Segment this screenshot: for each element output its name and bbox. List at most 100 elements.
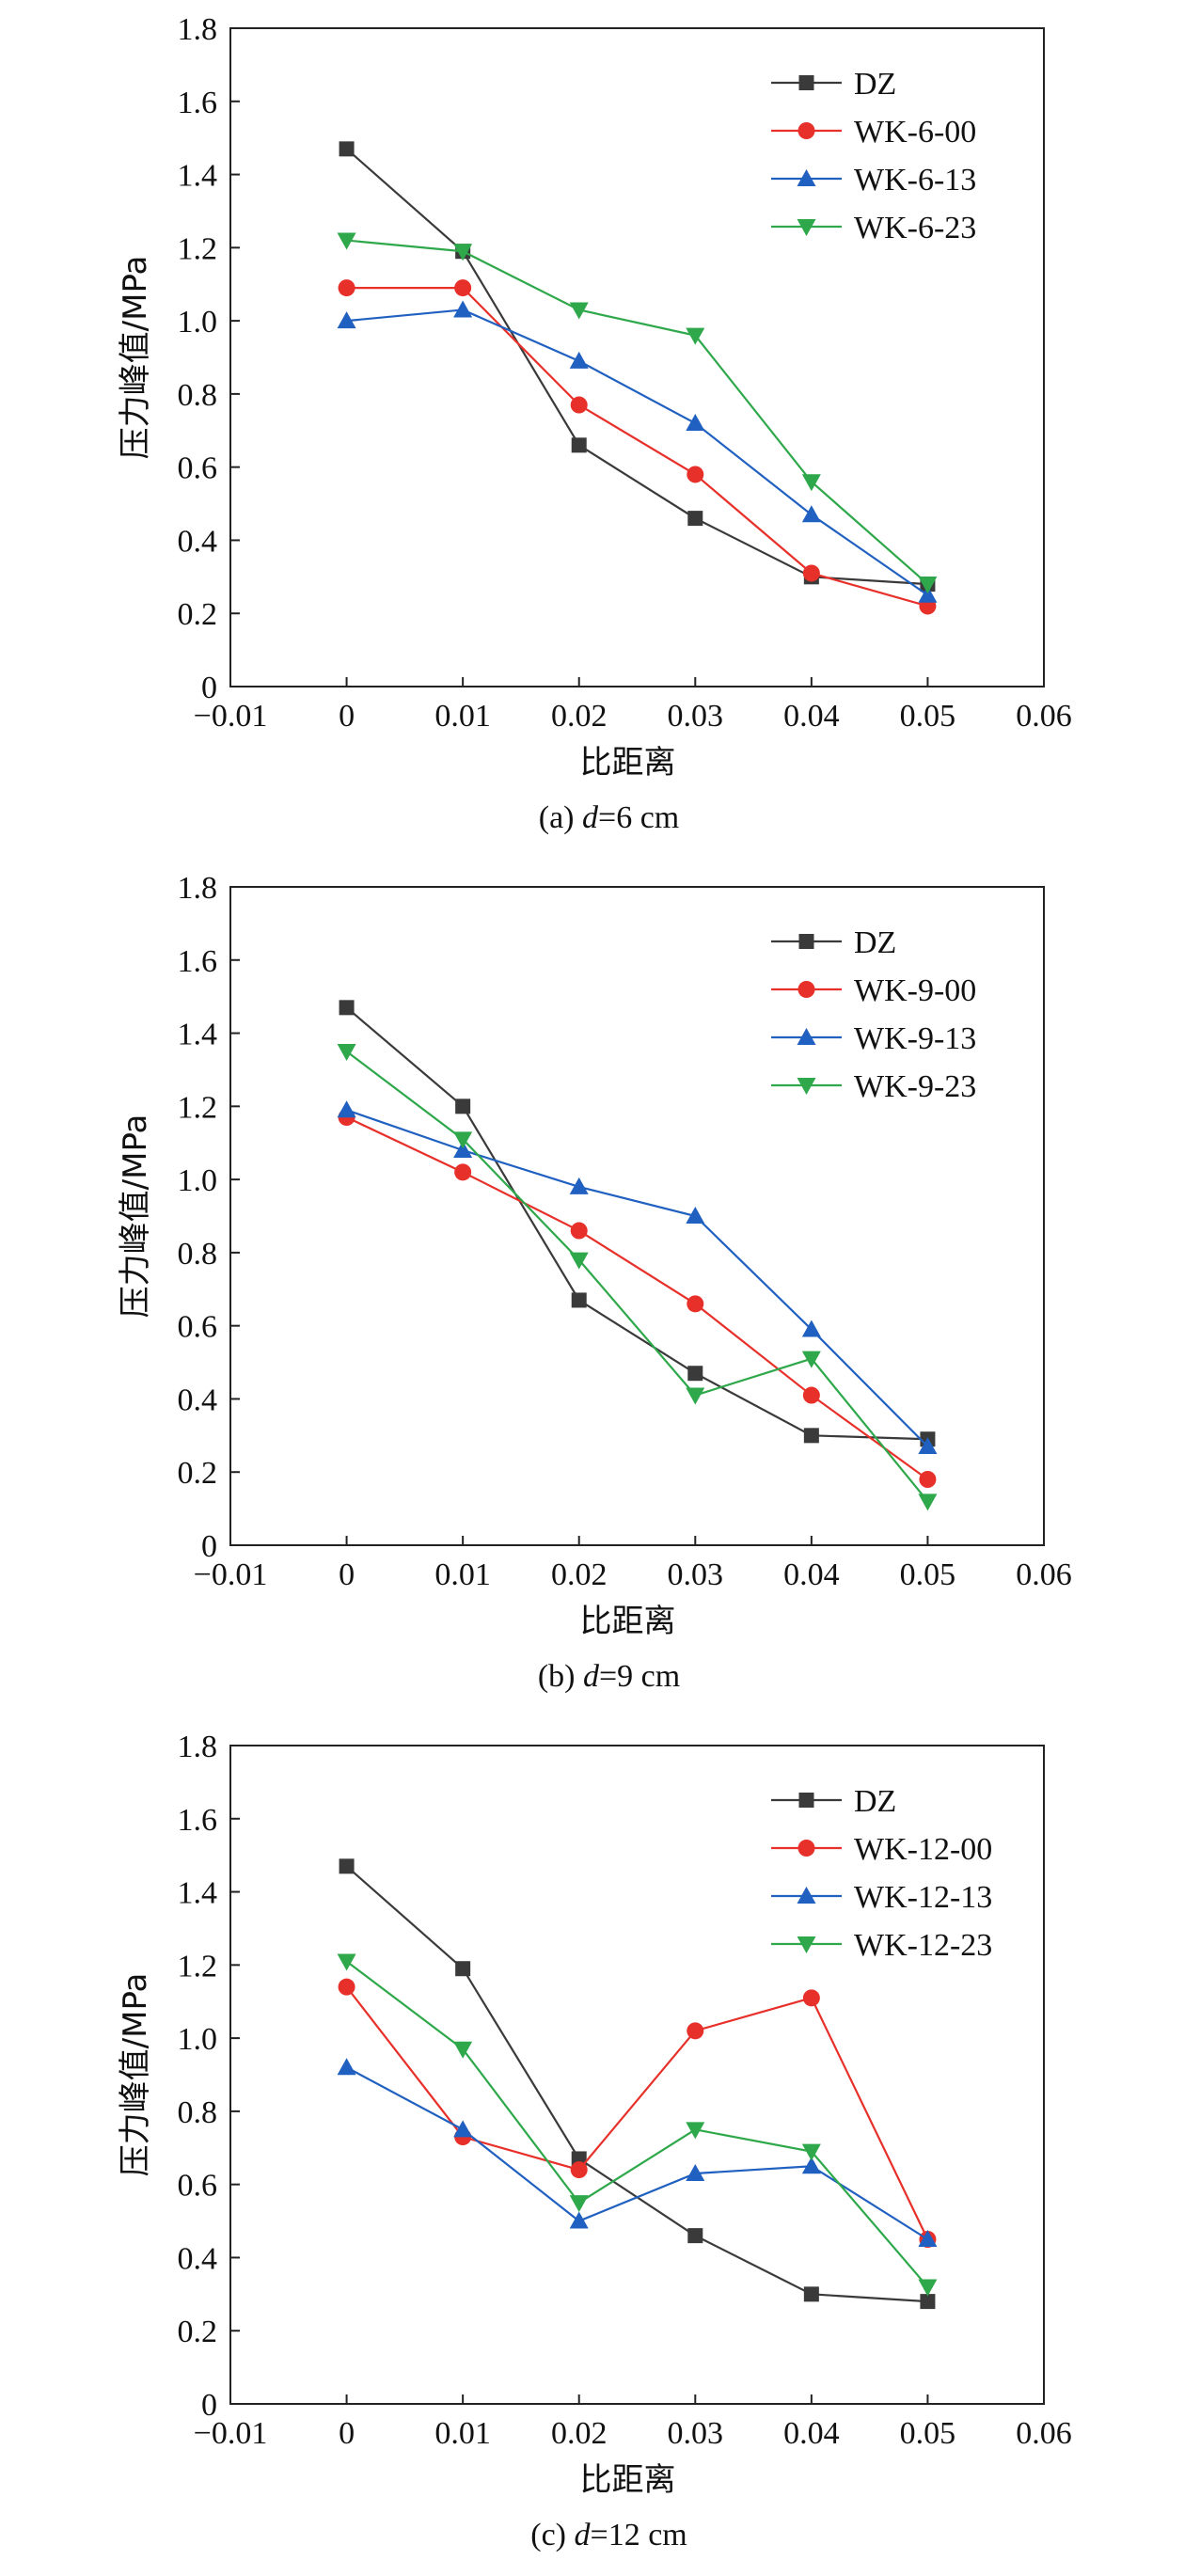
legend-marker <box>797 122 815 139</box>
legend-marker <box>797 1078 816 1095</box>
data-point <box>569 1252 589 1270</box>
series-line <box>346 1116 929 1480</box>
legend-label: WK-9-23 <box>854 1069 976 1104</box>
data-point <box>686 2122 705 2140</box>
data-point <box>569 1177 589 1194</box>
x-tick-label: 0.01 <box>434 699 491 734</box>
y-axis-label: 压力峰值/MPa <box>117 256 154 460</box>
caption-variable: d <box>575 2518 592 2552</box>
data-point <box>918 585 938 603</box>
data-point <box>455 1961 471 1977</box>
plot-frame <box>229 886 1045 1546</box>
legend-label: WK-6-23 <box>854 211 976 245</box>
y-tick-label: 1.0 <box>178 2022 218 2057</box>
y-tick-label: 1.2 <box>178 1090 218 1125</box>
x-axis-label: 比距离 <box>580 2461 676 2499</box>
data-point <box>337 2058 356 2076</box>
data-point <box>686 2164 705 2181</box>
data-point <box>453 1141 473 1158</box>
x-tick-label: 0.06 <box>1016 2416 1072 2451</box>
y-tick-label: 0.4 <box>178 1383 218 1417</box>
data-point <box>337 1044 356 1061</box>
legend-label: WK-6-13 <box>854 163 976 198</box>
data-point <box>687 2022 704 2040</box>
data-point <box>686 414 705 431</box>
data-point <box>801 2157 821 2174</box>
y-tick-label: 1.8 <box>178 1730 218 1764</box>
caption-prefix: (a) <box>539 800 582 835</box>
data-point <box>569 2211 589 2229</box>
y-tick-label: 1.6 <box>178 86 218 120</box>
y-tick-label: 0.2 <box>178 2315 218 2349</box>
series-line <box>345 1051 929 1503</box>
x-tick-label: 0 <box>339 2416 355 2451</box>
data-point <box>570 2161 588 2179</box>
figure-caption: (a) d=6 cm <box>539 800 679 835</box>
y-tick-label: 1.4 <box>178 1876 218 1911</box>
x-tick-label: 0.05 <box>900 699 956 734</box>
y-tick-label: 0.8 <box>178 2095 218 2130</box>
figure-caption: (c) d=12 cm <box>530 2518 687 2552</box>
data-point <box>569 351 589 369</box>
series-line <box>346 287 928 608</box>
series-DZ <box>339 141 936 593</box>
data-point <box>337 1953 356 1971</box>
chart-svg: −0.01 0 0.01 0.02 0.03 0.04 0.05 0.0600.20.40.6… <box>117 871 1072 1694</box>
series-line <box>345 148 928 586</box>
x-tick-label: 0.06 <box>1016 699 1072 734</box>
legend-marker <box>798 934 814 949</box>
data-point <box>687 511 703 527</box>
series-line <box>345 1006 928 1441</box>
series-line <box>346 2066 929 2240</box>
data-point <box>687 1295 704 1313</box>
plot-frame <box>229 27 1045 687</box>
data-point <box>454 279 472 297</box>
caption-prefix: (b) <box>538 1659 583 1694</box>
series-WK-9-00 <box>338 1109 937 1488</box>
series-WK-12-00 <box>338 1978 937 2248</box>
chart-svg: −0.01 0 0.01 0.02 0.03 0.04 0.05 0.0600.20.40.6… <box>117 12 1072 835</box>
caption-suffix: =9 cm <box>599 1659 680 1694</box>
series-WK-9-23 <box>337 1044 938 1511</box>
x-tick-label: −0.01 <box>194 1557 268 1592</box>
caption-suffix: =6 cm <box>598 800 679 835</box>
legend-marker <box>797 1028 816 1045</box>
x-tick-label: 0.01 <box>434 2416 491 2451</box>
caption-suffix: =12 cm <box>591 2518 687 2552</box>
y-tick-label: 0.6 <box>178 1310 218 1345</box>
data-point <box>920 2294 936 2310</box>
x-tick-label: −0.01 <box>194 699 268 734</box>
y-tick-label: 1.0 <box>178 1163 218 1198</box>
series-DZ <box>339 1858 936 2310</box>
x-tick-label: 0.03 <box>668 699 724 734</box>
data-point <box>570 1222 588 1240</box>
data-point <box>453 2120 473 2138</box>
data-point <box>802 1386 820 1404</box>
data-point <box>686 1207 705 1224</box>
data-point <box>803 2286 819 2302</box>
y-tick-label: 1.6 <box>178 944 218 979</box>
data-point <box>918 2279 938 2297</box>
legend-marker <box>797 981 815 998</box>
series-line <box>345 1865 928 2303</box>
x-tick-label: 0.02 <box>551 1557 608 1592</box>
data-point <box>687 2228 703 2244</box>
caption-variable: d <box>583 1659 600 1694</box>
caption-variable: d <box>582 800 599 835</box>
y-tick-label: 0.4 <box>178 524 218 559</box>
data-point <box>801 2143 821 2161</box>
legend-label: DZ <box>854 1784 896 1819</box>
data-point <box>571 1292 587 1308</box>
x-tick-label: 0.02 <box>551 699 608 734</box>
series-WK-6-23 <box>337 232 938 594</box>
figure-caption: (b) d=9 cm <box>538 1659 680 1694</box>
series-WK-9-13 <box>337 1100 938 1454</box>
x-tick-label: 0.03 <box>668 2416 724 2451</box>
data-point <box>801 1320 821 1337</box>
y-tick-label: 0 <box>201 1529 217 1564</box>
x-tick-label: 0.02 <box>551 2416 608 2451</box>
series-WK-12-13 <box>337 2058 938 2247</box>
series-WK-6-13 <box>337 300 938 603</box>
y-tick-label: 1.2 <box>178 231 218 266</box>
data-point <box>570 396 588 414</box>
